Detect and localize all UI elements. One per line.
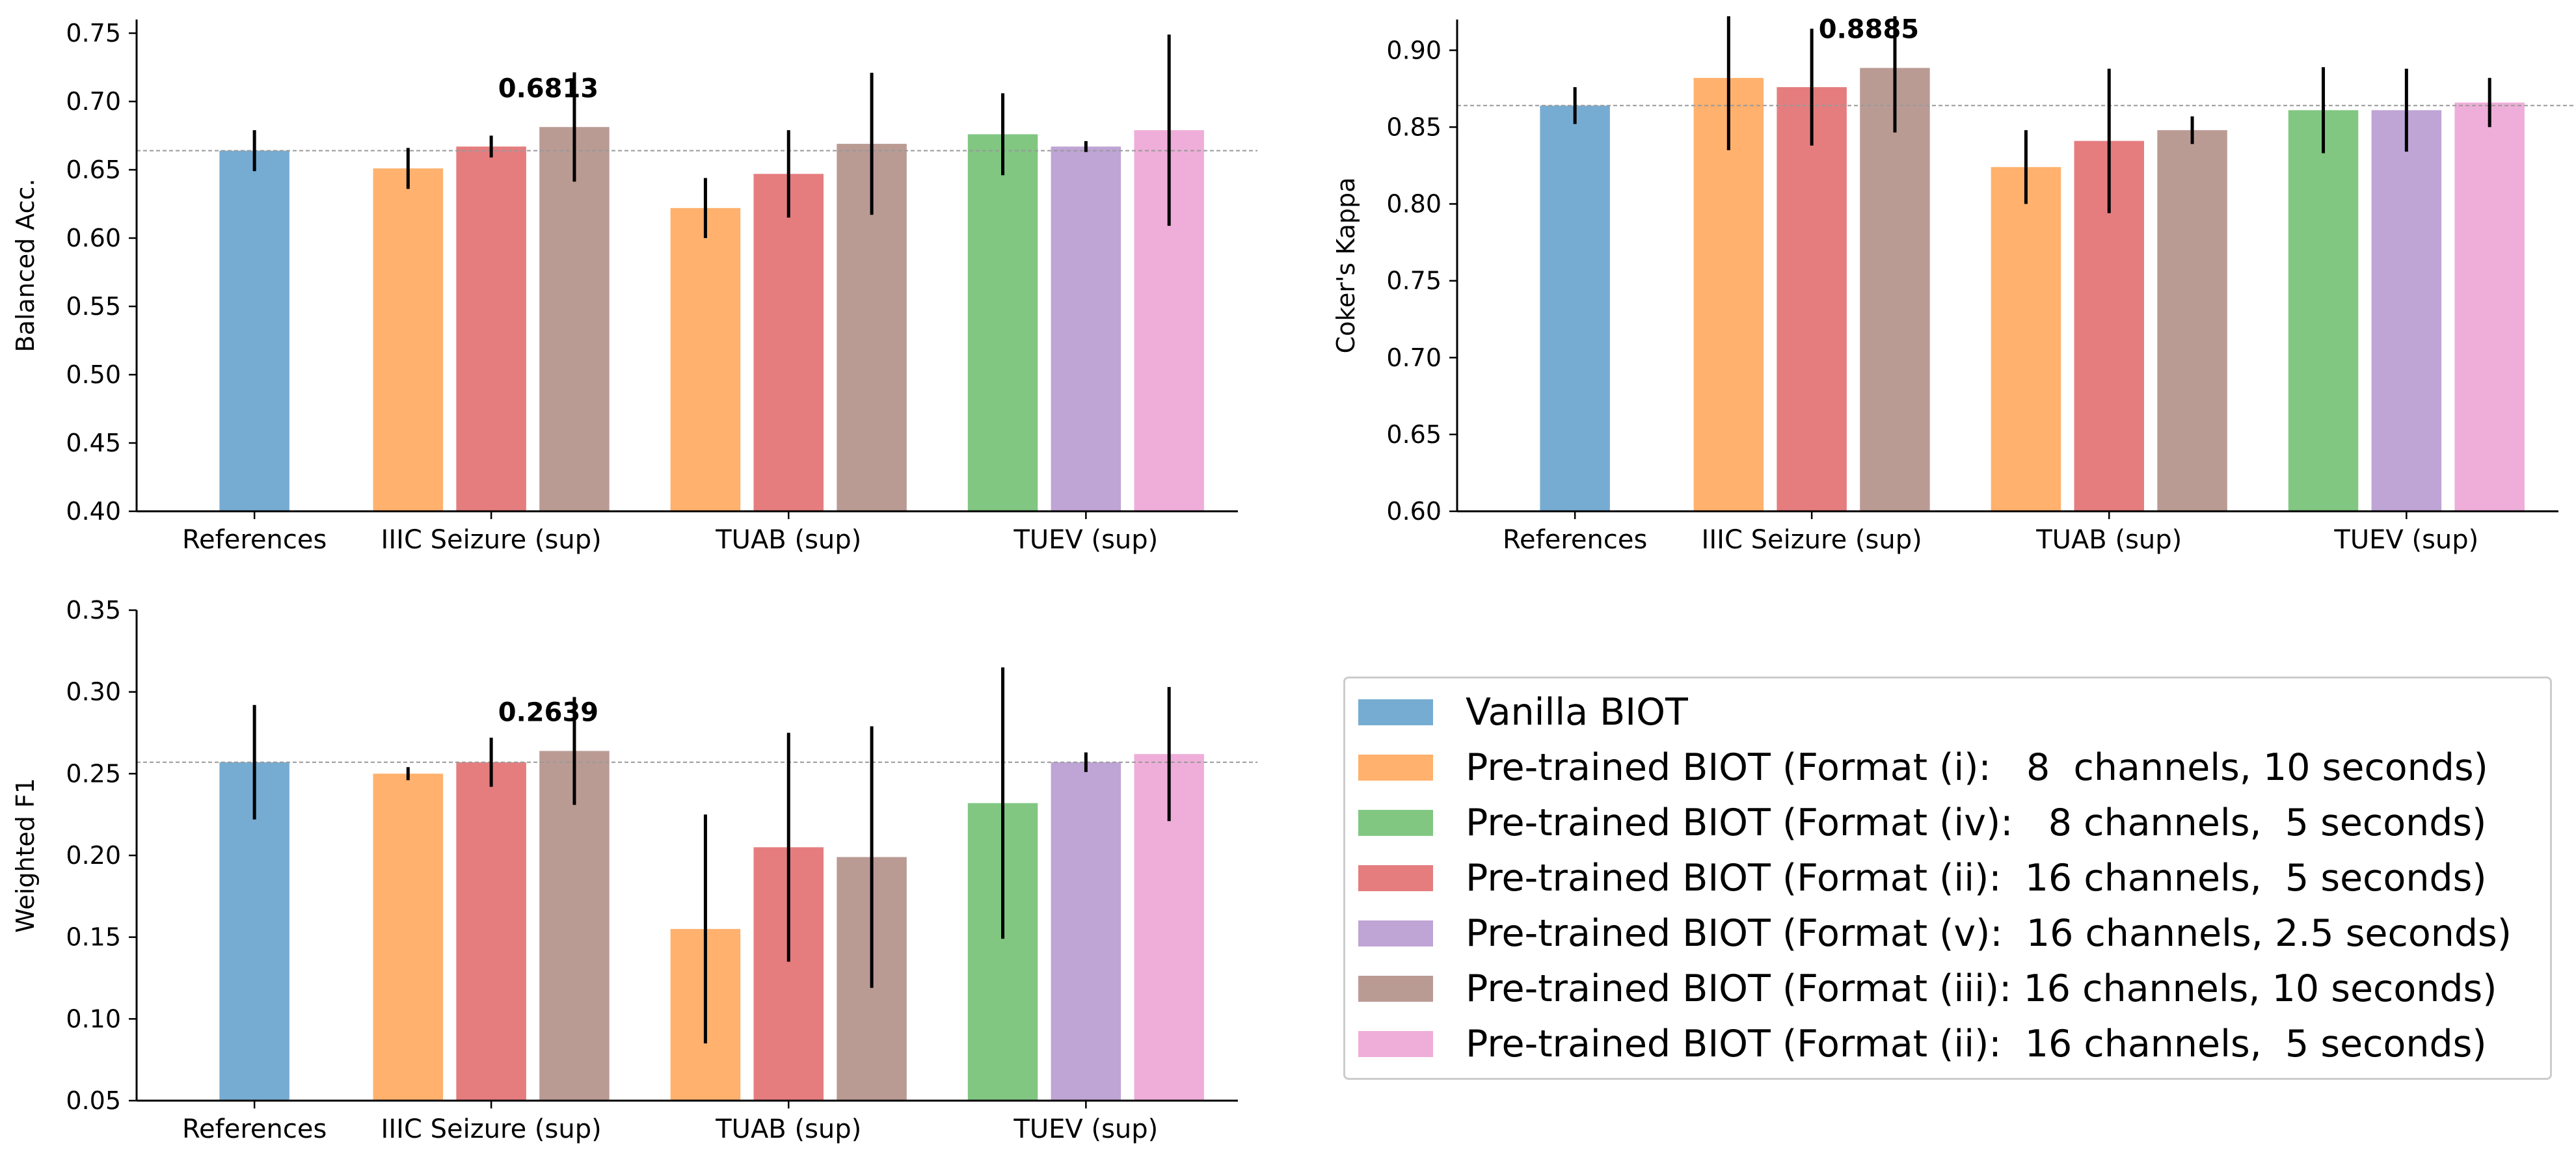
x-tick-label: IIIC Seizure (sup) <box>1702 525 1922 555</box>
legend-swatch <box>1358 699 1433 725</box>
y-tick-label: 0.25 <box>66 759 121 788</box>
x-tick-label: References <box>182 525 327 555</box>
bar <box>539 127 610 511</box>
legend-item: Pre-trained BIOT (Format (v): 16 channel… <box>1358 907 2512 959</box>
y-tick-label: 0.65 <box>1386 420 1442 449</box>
x-tick-label: TUEV (sup) <box>1013 525 1158 555</box>
bar <box>1777 87 1847 511</box>
bar <box>539 751 610 1101</box>
y-tick-label: 0.70 <box>66 87 121 116</box>
y-tick-label: 0.75 <box>66 19 121 47</box>
legend-item: Pre-trained BIOT (Format (iii): 16 chann… <box>1358 963 2497 1015</box>
best-value-annotation: 0.2639 <box>498 697 598 727</box>
y-tick-label: 0.20 <box>66 841 121 870</box>
y-tick-label: 0.60 <box>66 224 121 252</box>
bar <box>1051 146 1121 512</box>
y-tick-label: 0.85 <box>1386 113 1442 141</box>
bar <box>2288 110 2359 511</box>
y-tick-label: 0.80 <box>1386 190 1442 219</box>
bar <box>456 146 526 512</box>
bar <box>373 773 444 1101</box>
legend-item: Pre-trained BIOT (Format (ii): 16 channe… <box>1358 852 2487 904</box>
bar <box>1051 762 1121 1101</box>
y-tick-label: 0.30 <box>66 678 121 706</box>
y-tick-label: 0.65 <box>66 155 121 184</box>
panel-weighted-f1: 0.05 0.10 0.15 0.20 0.25 0.30 0.35 Weighted F1 0… <box>11 596 1257 1144</box>
bar <box>1991 167 2061 511</box>
y-tick-label: 0.10 <box>66 1004 121 1033</box>
y-axis-label: Coker's Kappa <box>1332 178 1360 354</box>
legend-swatch <box>1358 976 1433 1002</box>
bar <box>2371 110 2442 511</box>
legend-swatch <box>1358 865 1433 891</box>
y-axis-label: Weighted F1 <box>11 778 40 933</box>
bar <box>753 174 824 511</box>
x-tick-label: References <box>1503 525 1647 555</box>
legend: Vanilla BIOT Pre-trained BIOT (Format (i… <box>1343 677 2552 1080</box>
legend-item: Pre-trained BIOT (Format (i): 8 channels… <box>1358 742 2488 794</box>
bar <box>456 762 526 1101</box>
bar <box>219 150 289 512</box>
legend-label: Pre-trained BIOT (Format (i): 8 channels… <box>1466 746 2488 789</box>
bar <box>373 168 444 511</box>
bar <box>1860 68 1930 511</box>
x-tick-label: TUAB (sup) <box>715 525 861 555</box>
y-tick-label: 0.50 <box>66 360 121 389</box>
panel-cohens-kappa: 0.60 0.65 0.70 0.75 0.80 0.85 0.90 Coker's Kapp… <box>1332 14 2576 555</box>
x-tick-label: TUEV (sup) <box>2333 525 2478 555</box>
legend-label: Pre-trained BIOT (Format (ii): 16 channe… <box>1466 1023 2487 1066</box>
y-tick-label: 0.75 <box>1386 267 1442 295</box>
legend-item: Vanilla BIOT <box>1358 686 1688 738</box>
legend-swatch <box>1358 755 1433 781</box>
y-tick-label: 0.05 <box>66 1086 121 1115</box>
legend-item: Pre-trained BIOT (Format (iv): 8 channel… <box>1358 797 2486 849</box>
y-tick-label: 0.45 <box>66 429 121 457</box>
bar <box>1540 105 1610 512</box>
legend-item: Pre-trained BIOT (Format (ii): 16 channe… <box>1358 1018 2487 1070</box>
y-tick-label: 0.60 <box>1386 497 1442 526</box>
y-axis-label: Balanced Acc. <box>11 179 40 353</box>
best-value-annotation: 0.6813 <box>498 74 598 103</box>
y-tick-label: 0.55 <box>66 292 121 321</box>
legend-label: Pre-trained BIOT (Format (ii): 16 channe… <box>1466 857 2487 900</box>
x-tick-label: TUAB (sup) <box>2035 525 2182 555</box>
legend-label: Vanilla BIOT <box>1466 691 1688 734</box>
x-tick-label: IIIC Seizure (sup) <box>381 1114 602 1144</box>
bar <box>2454 102 2525 511</box>
bar <box>2157 130 2227 512</box>
y-tick-label: 0.40 <box>66 497 121 526</box>
legend-swatch <box>1358 1031 1433 1057</box>
legend-swatch <box>1358 920 1433 946</box>
legend-swatch <box>1358 810 1433 836</box>
bar <box>967 134 1038 511</box>
x-tick-label: TUAB (sup) <box>715 1114 861 1144</box>
x-tick-label: TUEV (sup) <box>1013 1114 1158 1144</box>
x-tick-label: References <box>182 1114 327 1144</box>
panel-balanced-acc: 0.40 0.45 0.50 0.55 0.60 0.65 0.70 0.75 Balanced… <box>11 19 1257 555</box>
legend-label: Pre-trained BIOT (Format (v): 16 channel… <box>1466 912 2512 955</box>
bar <box>670 208 741 511</box>
y-tick-label: 0.35 <box>66 596 121 624</box>
y-tick-label: 0.70 <box>1386 343 1442 372</box>
y-tick-label: 0.15 <box>66 923 121 952</box>
legend-label: Pre-trained BIOT (Format (iii): 16 chann… <box>1466 967 2497 1010</box>
best-value-annotation: 0.8885 <box>1819 14 1919 44</box>
y-tick-label: 0.90 <box>1386 36 1442 64</box>
legend-label: Pre-trained BIOT (Format (iv): 8 channel… <box>1466 801 2487 844</box>
x-tick-label: IIIC Seizure (sup) <box>381 525 602 555</box>
